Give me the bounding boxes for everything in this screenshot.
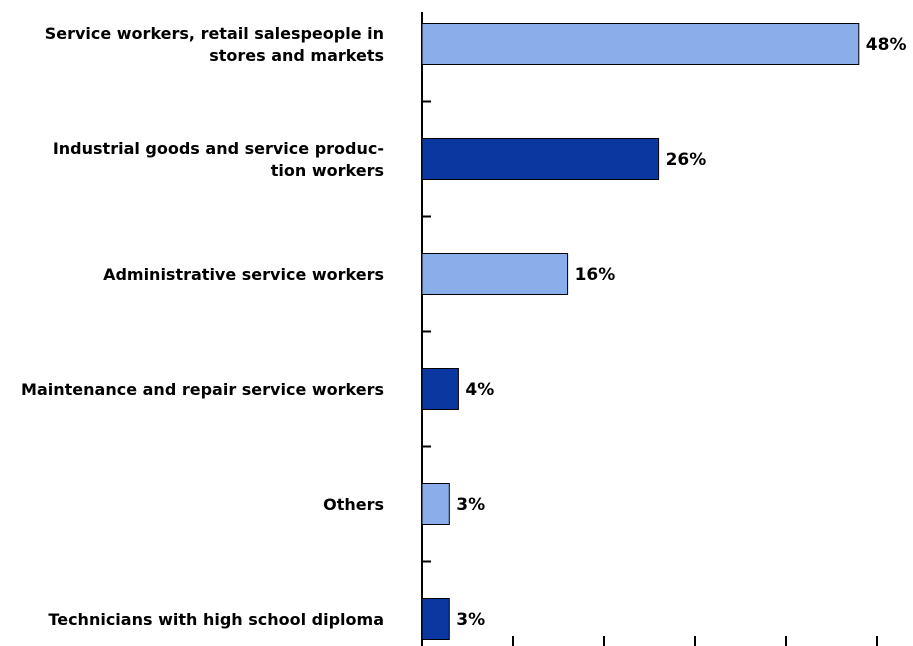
value-label: 4% (465, 380, 494, 400)
value-label: 26% (666, 150, 707, 170)
axis-layer (421, 12, 878, 646)
label-layer: 48% Service workers, retail salespeople i… (21, 24, 906, 630)
bar (421, 368, 459, 410)
bar (421, 598, 450, 640)
category-label: Administrative service workers (103, 265, 384, 284)
bar (421, 253, 569, 295)
bar (421, 23, 860, 65)
bar (421, 483, 450, 525)
bar-layer (421, 23, 860, 640)
value-label: 48% (866, 35, 907, 55)
category-label: Maintenance and repair service workers (21, 380, 384, 399)
value-label: 16% (575, 265, 616, 285)
category-label: Industrial goods and service produc-tion… (53, 139, 384, 180)
value-label: 3% (456, 495, 485, 515)
value-label: 3% (456, 610, 485, 630)
bar (421, 138, 660, 180)
category-label: Others (323, 495, 384, 514)
category-label: Service workers, retail salespeople in st… (45, 24, 384, 65)
category-label: Technicians with high school diploma (48, 610, 384, 629)
